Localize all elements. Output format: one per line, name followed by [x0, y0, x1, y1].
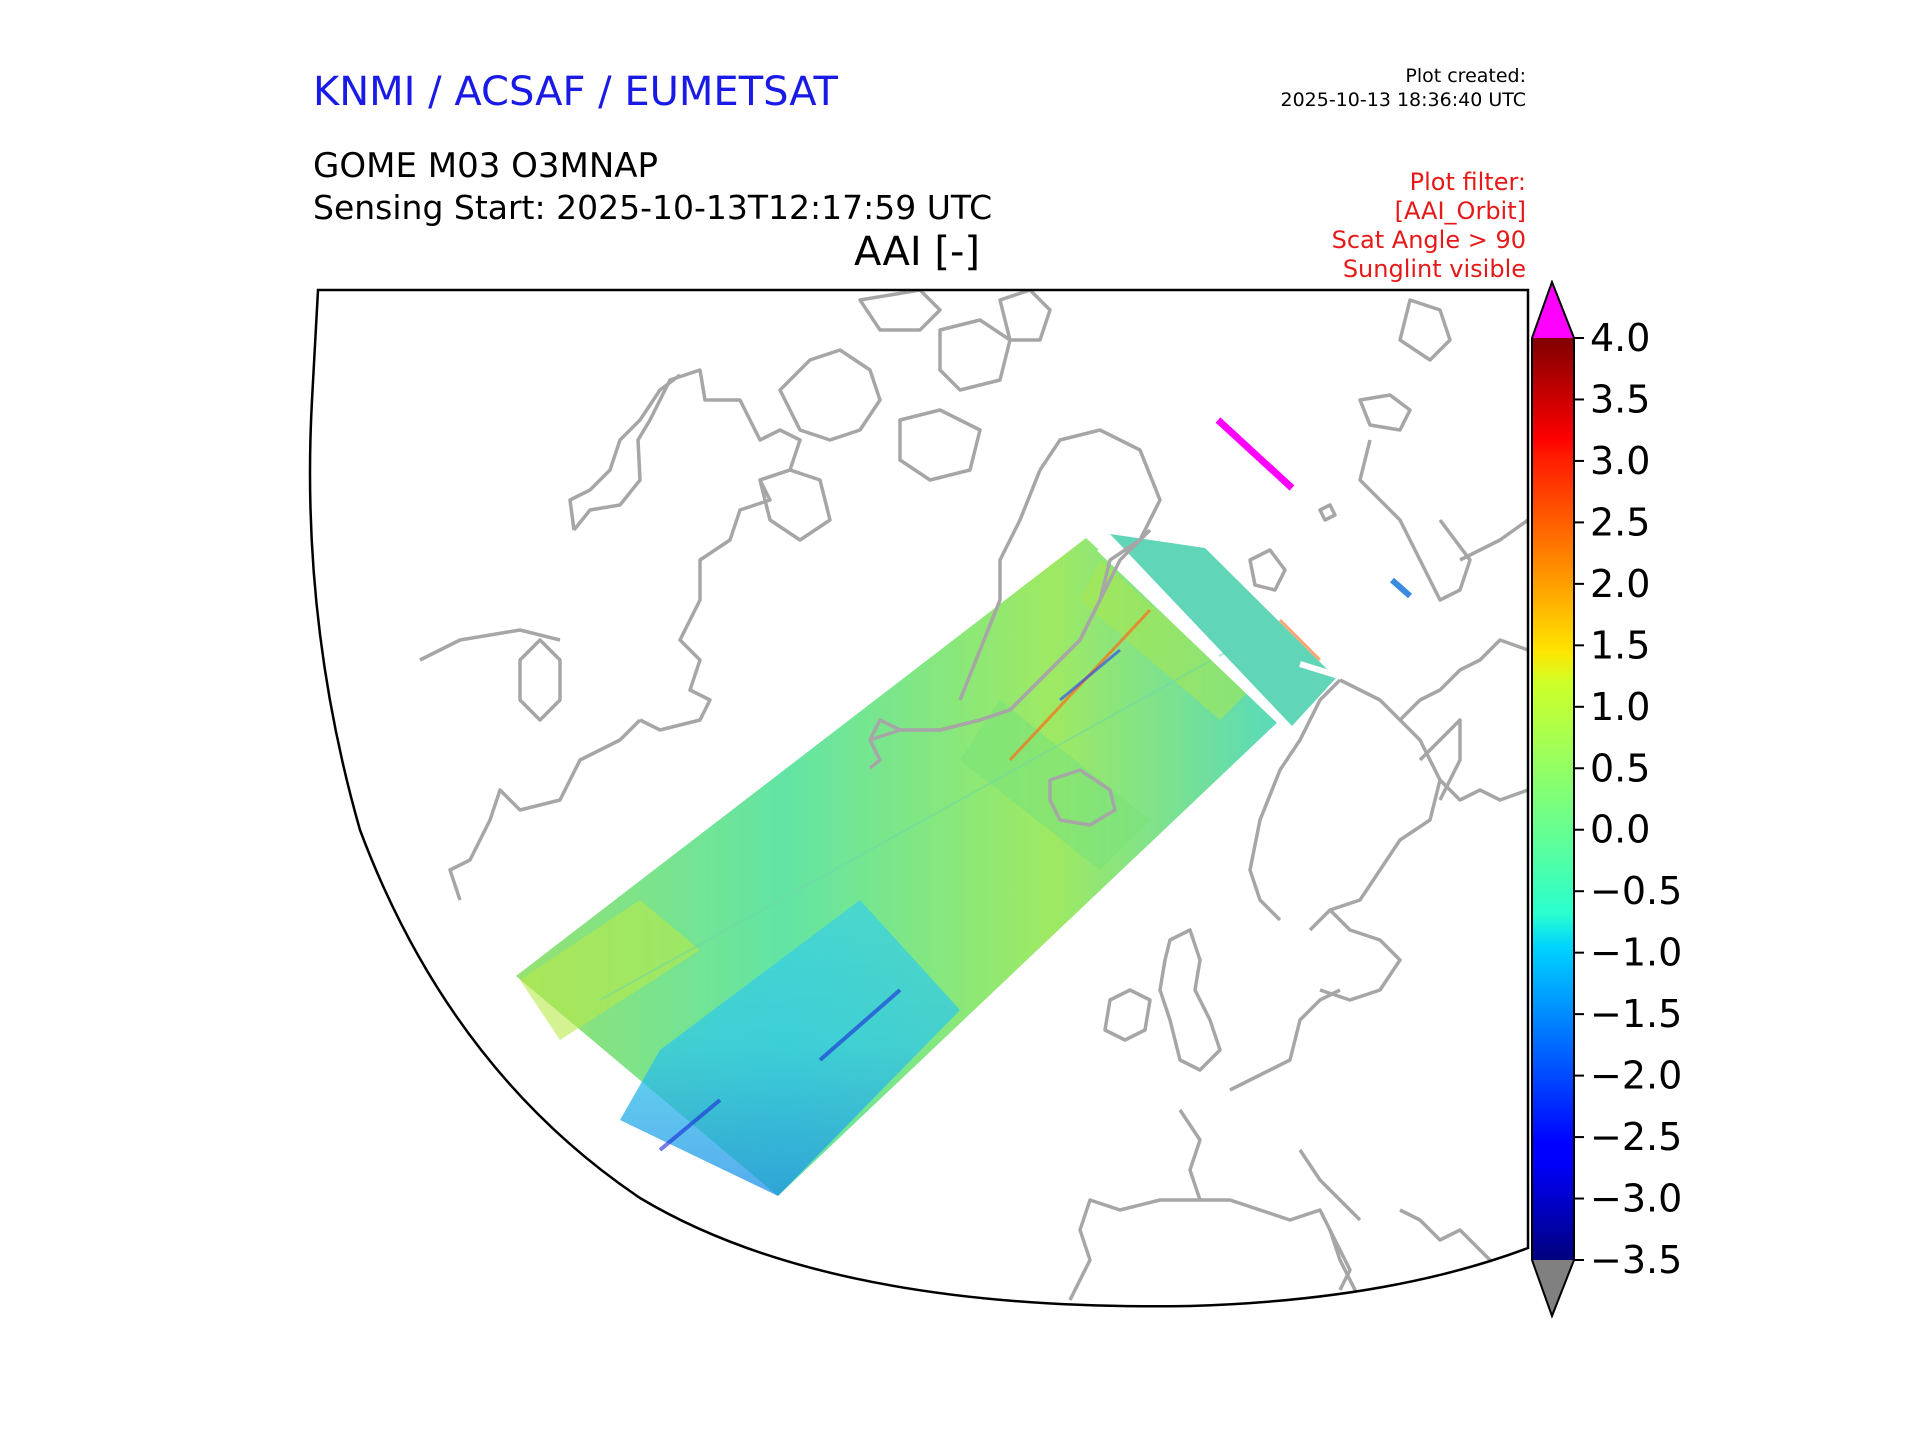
plot-filter: Plot filter: [AAI_Orbit] Scat Angle > 90…: [1332, 168, 1526, 284]
colorbar-tick-label: 1.5: [1590, 623, 1650, 667]
colorbar: 4.0 3.5 3.0 2.5 2.0 1.5 1.0 0.5 0.0 −0.5 −1.0 −1.5 −…: [1531, 280, 1682, 1319]
plot-created-time: 2025-10-13 18:36:40 UTC: [1280, 89, 1527, 111]
aai-swath: [516, 534, 1346, 1196]
colorbar-tick-label: −0.5: [1590, 869, 1682, 913]
colorbar-tick-label: 1.0: [1590, 685, 1650, 729]
colorbar-tick-label: −1.5: [1590, 992, 1682, 1036]
plot-created-info: Plot created: 2025-10-13 18:36:40 UTC: [1281, 64, 1527, 112]
colorbar-tick-label: −2.5: [1590, 1115, 1682, 1159]
colorbar-tick-label: 3.0: [1590, 439, 1650, 483]
colorbar-tick-label: −3.5: [1590, 1238, 1682, 1282]
colorbar-tick-label: −2.0: [1590, 1054, 1682, 1098]
colorbar-tick-label: 4.0: [1590, 316, 1650, 360]
colorbar-tick-label: 3.5: [1590, 377, 1650, 421]
colorbar-tick-label: −1.0: [1590, 931, 1682, 975]
over-range-strip: [1215, 417, 1295, 491]
colorbar-tick-label: 0.0: [1590, 808, 1650, 852]
colorbar-over-triangle: [1532, 282, 1574, 338]
colorbar-tick-label: −3.0: [1590, 1177, 1682, 1221]
greenland-coast-over-swath: [869, 528, 1152, 742]
map-boundary: [308, 288, 1530, 1308]
map-content: [419, 290, 1528, 1301]
colorbar-gradient: [1532, 338, 1574, 1260]
sensing-start: Sensing Start: 2025-10-13T12:17:59 UTC: [313, 188, 993, 227]
organisation-title: KNMI / ACSAF / EUMETSAT: [313, 69, 838, 115]
plot-created-label: Plot created:: [1405, 65, 1526, 87]
plot-filter-line-1: Plot filter:: [1409, 168, 1526, 196]
product-name: GOME M03 O3MNAP: [313, 146, 659, 186]
variable-label: AAI [-]: [854, 229, 980, 275]
colorbar-tick-label: 0.5: [1590, 746, 1650, 790]
colorbar-ticks: 4.0 3.5 3.0 2.5 2.0 1.5 1.0 0.5 0.0 −0.5 −1.0 −1.5 −…: [1574, 316, 1682, 1282]
plot-filter-line-4: Sunglint visible: [1342, 255, 1526, 283]
small-swath-fragment: [1390, 577, 1412, 599]
plot-filter-line-3: Scat Angle > 90: [1331, 226, 1526, 254]
coastlines: [419, 290, 1528, 1301]
plot-filter-line-2: [AAI_Orbit]: [1394, 197, 1526, 225]
colorbar-tick-label: 2.0: [1590, 562, 1650, 606]
colorbar-under-triangle: [1532, 1260, 1574, 1316]
colorbar-tick-label: 2.5: [1590, 500, 1650, 544]
